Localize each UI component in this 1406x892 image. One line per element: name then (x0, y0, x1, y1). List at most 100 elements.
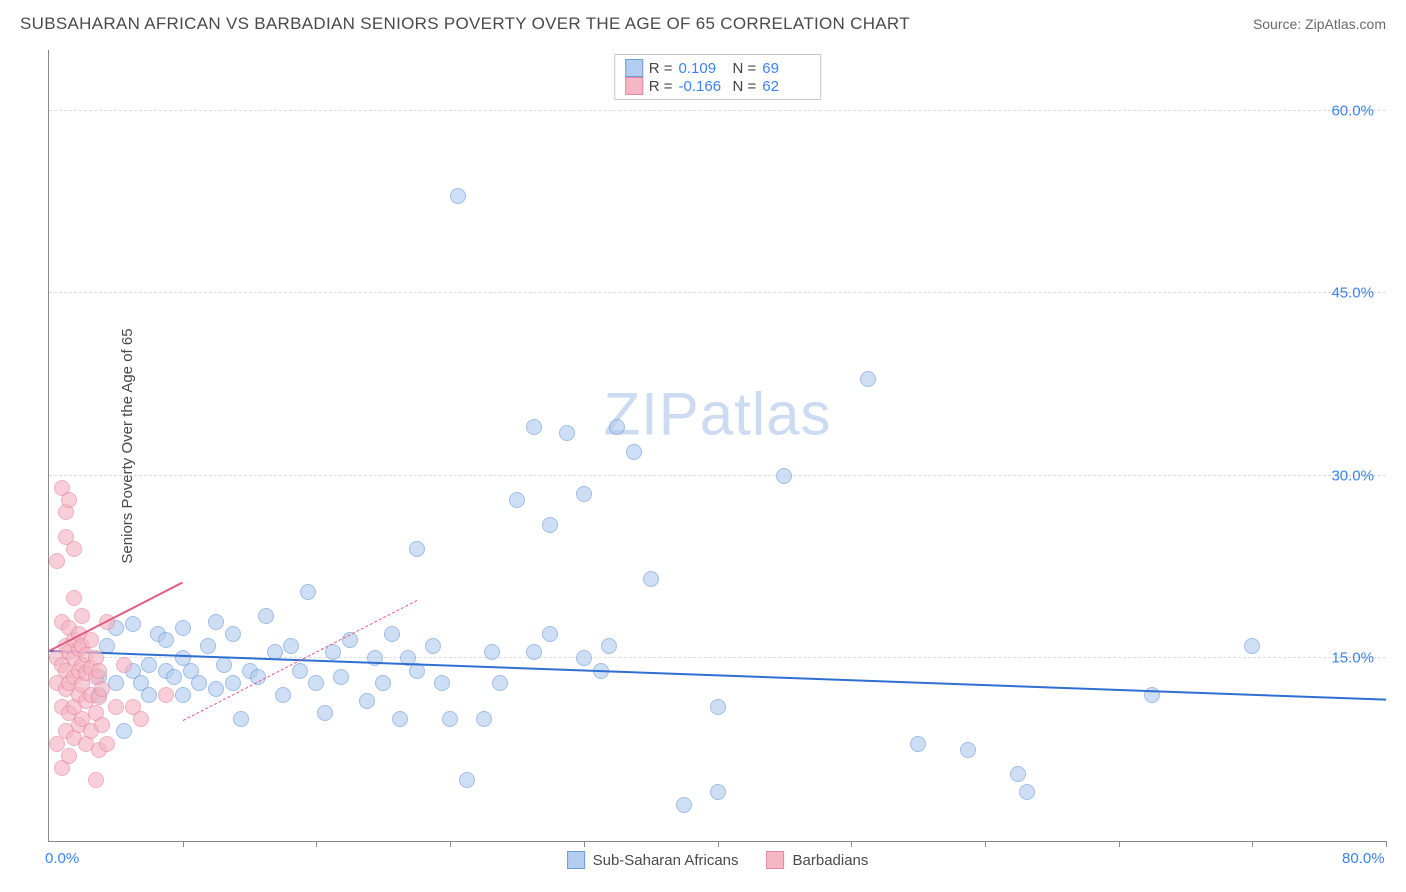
data-point (434, 675, 450, 691)
legend-swatch (625, 59, 643, 77)
data-point (158, 632, 174, 648)
data-point (1010, 766, 1026, 782)
data-point (375, 675, 391, 691)
data-point (960, 742, 976, 758)
y-tick-label: 30.0% (1331, 467, 1374, 484)
gridline (49, 110, 1386, 111)
legend-label: Sub-Saharan Africans (593, 852, 739, 869)
stat-n-label: N = (733, 60, 757, 77)
x-tick (450, 841, 451, 847)
data-point (484, 644, 500, 660)
y-tick-label: 45.0% (1331, 285, 1374, 302)
y-tick-label: 60.0% (1331, 102, 1374, 119)
x-tick (718, 841, 719, 847)
stat-n-label: N = (733, 78, 757, 95)
data-point (559, 425, 575, 441)
data-point (158, 687, 174, 703)
data-point (141, 657, 157, 673)
data-point (643, 571, 659, 587)
x-tick (316, 841, 317, 847)
data-point (116, 723, 132, 739)
legend-item: Sub-Saharan Africans (567, 851, 739, 869)
data-point (776, 468, 792, 484)
data-point (333, 669, 349, 685)
source-name: ZipAtlas.com (1305, 16, 1386, 32)
data-point (542, 626, 558, 642)
data-point (425, 638, 441, 654)
data-point (317, 705, 333, 721)
data-point (1244, 638, 1260, 654)
x-axis-label: 80.0% (1342, 850, 1385, 867)
data-point (442, 711, 458, 727)
stat-r-label: R = (649, 60, 673, 77)
data-point (175, 687, 191, 703)
x-tick (851, 841, 852, 847)
data-point (459, 772, 475, 788)
chart-title: SUBSAHARAN AFRICAN VS BARBADIAN SENIORS … (20, 14, 910, 34)
data-point (233, 711, 249, 727)
data-point (66, 541, 82, 557)
data-point (710, 699, 726, 715)
data-point (384, 626, 400, 642)
data-point (66, 590, 82, 606)
data-point (300, 584, 316, 600)
data-point (49, 553, 65, 569)
data-point (61, 748, 77, 764)
data-point (175, 620, 191, 636)
data-point (450, 188, 466, 204)
data-point (609, 419, 625, 435)
legend-swatch (625, 77, 643, 95)
data-point (860, 371, 876, 387)
data-point (94, 681, 110, 697)
data-point (141, 687, 157, 703)
stat-r-label: R = (649, 78, 673, 95)
data-point (61, 492, 77, 508)
data-point (74, 608, 90, 624)
data-point (225, 675, 241, 691)
data-point (359, 693, 375, 709)
gridline (49, 475, 1386, 476)
data-point (409, 541, 425, 557)
correlation-legend: R =0.109N =69R =-0.166N =62 (614, 54, 822, 100)
data-point (116, 657, 132, 673)
data-point (526, 644, 542, 660)
chart-header: SUBSAHARAN AFRICAN VS BARBADIAN SENIORS … (0, 0, 1406, 44)
legend-item: Barbadians (767, 851, 869, 869)
watermark-suffix: atlas (700, 380, 832, 447)
data-point (208, 681, 224, 697)
stat-r-value: -0.166 (679, 78, 727, 95)
data-point (292, 663, 308, 679)
x-tick (584, 841, 585, 847)
x-tick (183, 841, 184, 847)
data-point (125, 616, 141, 632)
source-attribution: Source: ZipAtlas.com (1253, 16, 1386, 32)
x-tick (1252, 841, 1253, 847)
gridline (49, 292, 1386, 293)
data-point (216, 657, 232, 673)
legend-row: R = 0.109 N = 69 (625, 59, 811, 77)
x-axis-label: 0.0% (45, 850, 79, 867)
data-point (710, 784, 726, 800)
data-point (208, 614, 224, 630)
data-point (166, 669, 182, 685)
y-tick-label: 15.0% (1331, 650, 1374, 667)
data-point (91, 663, 107, 679)
data-point (191, 675, 207, 691)
data-point (275, 687, 291, 703)
stat-n-value: 69 (762, 60, 810, 77)
data-point (576, 650, 592, 666)
data-point (99, 736, 115, 752)
legend-row: R =-0.166N =62 (625, 77, 811, 95)
data-point (476, 711, 492, 727)
watermark-prefix: ZIP (603, 380, 699, 447)
scatter-chart: ZIPatlas R =0.109N =69R =-0.166N =62 Sub… (48, 50, 1386, 842)
data-point (283, 638, 299, 654)
data-point (601, 638, 617, 654)
x-tick (985, 841, 986, 847)
series-legend: Sub-Saharan Africans Barbadians (567, 851, 869, 869)
stat-r-value: 0.109 (679, 60, 727, 77)
data-point (225, 626, 241, 642)
data-point (392, 711, 408, 727)
data-point (88, 772, 104, 788)
data-point (200, 638, 216, 654)
